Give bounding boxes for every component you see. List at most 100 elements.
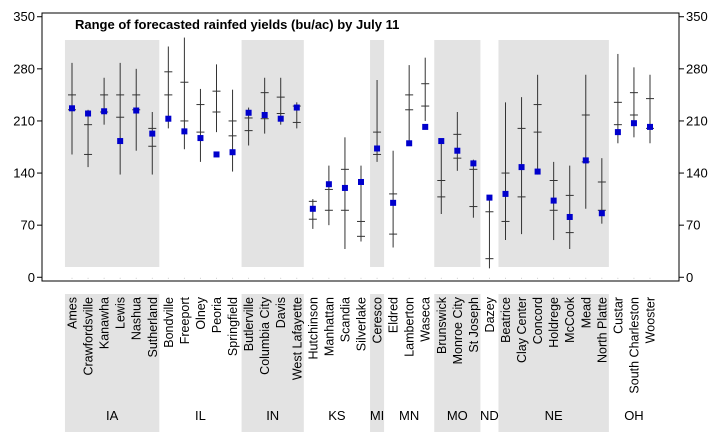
y-tick-label-left-350: 350 [13,9,35,24]
observed-marker-north-platte [598,210,605,217]
plot-frame [41,12,680,282]
zero-dot [360,277,362,279]
state-label-ia: IA [106,408,119,423]
zero-dot [633,277,635,279]
site-label-nashua: Nashua [130,297,144,340]
observed-marker-lewis [117,138,124,145]
observed-marker-mccook [566,213,573,220]
site-label-bondville: Bondville [162,297,176,348]
state-label-ne: NE [545,408,563,423]
zero-dot [408,277,410,279]
observed-marker-st-joseph [470,160,477,167]
observed-marker-butlerville [245,109,252,116]
state-band-lower-mo [434,294,481,432]
zero-dot [553,277,555,279]
observed-marker-holdrege [550,197,557,204]
site-label-eldred: Eldred [387,297,401,333]
observed-marker-bondville [165,115,172,122]
zero-dot [392,277,394,279]
site-label-mccook: McCook [563,296,577,343]
zero-dot [87,277,89,279]
site-label-mead: Mead [579,297,593,328]
site-label-peoria: Peoria [210,297,224,333]
zero-dot [376,277,378,279]
state-label-ks: KS [328,408,346,423]
zero-dot [135,277,137,279]
observed-marker-kanawha [101,108,108,115]
site-label-sutherland: Sutherland [146,297,160,358]
site-label-freeport: Freeport [178,296,192,344]
site-label-north-platte: North Platte [595,297,609,363]
site-label-west-lafayette: West Lafayette [290,297,304,380]
zero-dot [183,277,185,279]
y-tick-label-left-280: 280 [13,61,35,76]
site-label-concord: Concord [531,297,545,344]
state-label-mn: MN [399,408,419,423]
site-label-manhattan: Manhattan [322,297,336,356]
y-tick-label-right-280: 280 [686,61,708,76]
zero-dot [472,277,474,279]
zero-dot [488,277,490,279]
observed-marker-crawfordsville [85,110,92,117]
zero-dot [167,277,169,279]
observed-marker-mead [582,157,589,164]
state-bands [64,40,609,432]
observed-marker-manhattan [325,181,332,188]
zero-dot [199,277,201,279]
observed-marker-south-charleston [630,120,637,127]
y-tick-label-right-70: 70 [686,218,700,233]
site-label-dazey: Dazey [483,296,497,332]
observed-marker-eldred [390,199,397,206]
site-label-crawfordsville: Crawfordsville [82,297,96,376]
site-label-holdrege: Holdrege [547,297,561,348]
zero-dot [296,277,298,279]
site-label-ames: Ames [66,297,80,329]
observed-marker-davis [277,115,284,122]
site-label-beatrice: Beatrice [499,297,513,343]
state-band-upper-in [241,40,304,267]
observed-marker-waseca [422,123,429,130]
site-label-silverlake: Silverlake [355,297,369,351]
zero-dot [601,277,603,279]
y-tick-label-right-140: 140 [686,166,708,181]
site-label-south-charleston: South Charleston [627,297,641,394]
y-axis-right: 0 70 140 210 280 350 [679,9,708,285]
site-label-ceresco: Ceresco [371,297,385,344]
site-label-hutchinson: Hutchinson [306,297,320,360]
observed-markers [69,104,653,220]
zero-dot [537,277,539,279]
y-tick-label-left-140: 140 [13,166,35,181]
observed-marker-columbia-city [261,111,268,118]
state-label-nd: ND [480,408,499,423]
zero-dot [456,277,458,279]
state-band-upper-ia [64,40,160,267]
observed-marker-peoria [213,151,220,158]
chart-title: Range of forecasted rainfed yields (bu/a… [75,17,399,32]
zero-dot [649,277,651,279]
zero-dot [280,277,282,279]
y-tick-label-right-0: 0 [686,270,693,285]
observed-marker-nashua [133,107,140,114]
observed-marker-west-lafayette [293,104,300,111]
observed-marker-lamberton [406,140,413,147]
site-label-columbia-city: Columbia City [258,296,272,375]
zero-dot [424,277,426,279]
state-labels: IA IL IN KS MI MN MO ND NE OH [106,408,644,423]
observed-marker-brunswick [438,138,445,145]
state-label-oh: OH [624,408,644,423]
zero-dot [344,277,346,279]
site-label-butlerville: Butlerville [242,297,256,351]
zero-dot [505,277,506,279]
y-axis-left: 0 70 140 210 280 350 [13,9,42,285]
observed-marker-custar [614,129,621,136]
site-label-olney: Olney [194,296,208,329]
zero-dot [328,277,330,279]
observed-marker-scandia [341,184,348,191]
site-label-brunswick: Brunswick [435,296,449,354]
observed-marker-dazey [486,194,493,201]
state-label-in: IN [266,408,279,423]
site-labels: Ames Crawfordsville Kanawha Lewis Nashua Suth… [66,296,658,393]
state-label-mo: MO [447,408,468,423]
zero-reference [71,277,651,279]
state-band-lower-in [241,294,304,432]
